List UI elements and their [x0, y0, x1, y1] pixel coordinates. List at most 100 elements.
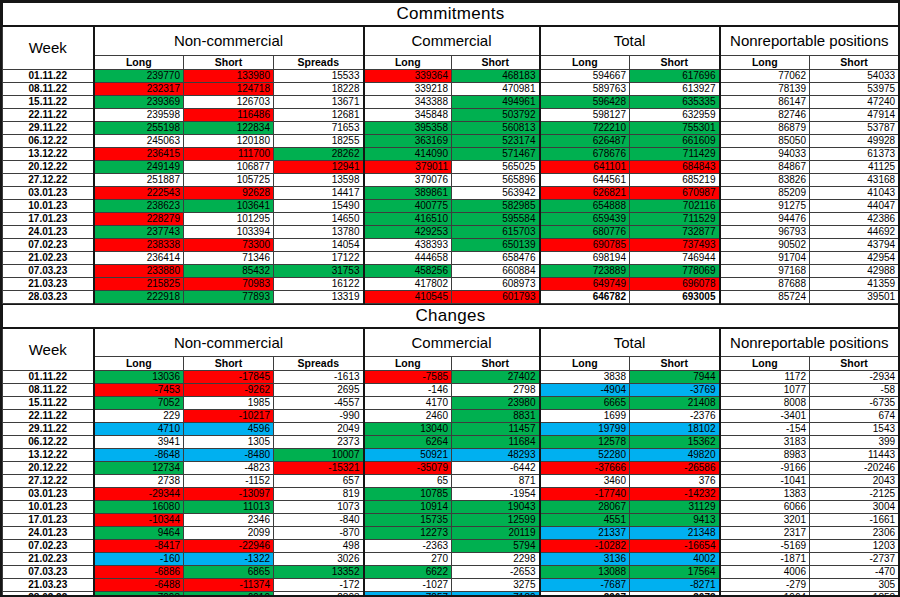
- value-cell: 229: [94, 410, 184, 423]
- value-cell: 702116: [630, 199, 720, 212]
- value-cell: -15321: [274, 462, 364, 475]
- value-cell: 50921: [364, 449, 452, 462]
- value-cell: 2695: [274, 384, 364, 397]
- value-cell: 632959: [630, 108, 720, 121]
- value-cell: 20119: [452, 527, 540, 540]
- value-cell: 3460: [540, 475, 630, 488]
- value-cell: 232317: [94, 82, 184, 95]
- value-cell: -1954: [452, 488, 540, 501]
- value-cell: 12273: [364, 527, 452, 540]
- value-cell: 11684: [452, 436, 540, 449]
- value-cell: -7687: [540, 579, 630, 592]
- value-cell: 680776: [540, 225, 630, 238]
- value-cell: 215825: [94, 277, 184, 290]
- table-row: 27.12.222738-1152657658713460376-1041204…: [3, 475, 899, 488]
- value-cell: 470981: [452, 82, 540, 95]
- value-cell: 376: [630, 475, 720, 488]
- table-row: 20.12.2224914910687712941379011565025641…: [3, 160, 899, 173]
- value-cell: 7944: [630, 371, 720, 384]
- value-cell: 693005: [630, 290, 720, 303]
- value-cell: 9464: [94, 527, 184, 540]
- value-cell: 12681: [274, 108, 364, 121]
- table-row: 13.12.22-8648-84801000750921482935228049…: [3, 449, 899, 462]
- value-cell: 601793: [452, 290, 540, 303]
- value-cell: -20246: [810, 462, 899, 475]
- column-header: Spreads: [274, 55, 364, 69]
- value-cell: 106877: [184, 160, 274, 173]
- value-cell: 12578: [540, 436, 630, 449]
- value-cell: 660884: [452, 264, 540, 277]
- value-cell: 42386: [810, 212, 899, 225]
- value-cell: 339364: [364, 69, 452, 82]
- table-row: 17.01.2322827910129514650416510595584659…: [3, 212, 899, 225]
- table-row: 15.11.2223936912670313671343388494961596…: [3, 95, 899, 108]
- value-cell: -1871: [720, 553, 810, 566]
- value-cell: 649749: [540, 277, 630, 290]
- value-cell: 698194: [540, 251, 630, 264]
- column-header: Short: [810, 357, 899, 371]
- table-row: 03.01.23-29344-1309781910785-1954-17740-…: [3, 488, 899, 501]
- group-header: Nonreportable positions: [720, 328, 899, 357]
- value-cell: -5169: [720, 540, 810, 553]
- value-cell: -1027: [364, 579, 452, 592]
- value-cell: 47240: [810, 95, 899, 108]
- value-cell: -6886: [94, 566, 184, 579]
- value-cell: -870: [274, 527, 364, 540]
- table-row: 29.11.2225519812283471653395358560813722…: [3, 121, 899, 134]
- week-cell: 28.03.23: [3, 290, 94, 303]
- section-title: Changes: [3, 304, 899, 328]
- value-cell: -29344: [94, 488, 184, 501]
- value-cell: 101295: [184, 212, 274, 225]
- value-cell: 15533: [274, 69, 364, 82]
- value-cell: 16080: [94, 501, 184, 514]
- value-cell: 41359: [810, 277, 899, 290]
- value-cell: 270: [364, 553, 452, 566]
- column-header: Short: [630, 55, 720, 69]
- value-cell: -1661: [810, 514, 899, 527]
- value-cell: 71653: [274, 121, 364, 134]
- value-cell: 85209: [720, 186, 810, 199]
- table-row: 15.11.2270521985-45574170239806665214088…: [3, 397, 899, 410]
- value-cell: 10914: [364, 501, 452, 514]
- value-cell: 13780: [274, 225, 364, 238]
- week-cell: 28.03.23: [3, 592, 94, 597]
- value-cell: 41043: [810, 186, 899, 199]
- value-cell: 21408: [630, 397, 720, 410]
- value-cell: 732877: [630, 225, 720, 238]
- value-cell: 737493: [630, 238, 720, 251]
- value-cell: 711429: [630, 147, 720, 160]
- value-cell: 237743: [94, 225, 184, 238]
- value-cell: -8271: [630, 579, 720, 592]
- week-cell: 21.02.23: [3, 251, 94, 264]
- value-cell: -17845: [184, 371, 274, 384]
- value-cell: 86879: [720, 121, 810, 134]
- table-row: 10.01.2316080110131073109141904328067311…: [3, 501, 899, 514]
- value-cell: 133980: [184, 69, 274, 82]
- value-cell: -14232: [630, 488, 720, 501]
- value-cell: 2738: [94, 475, 184, 488]
- value-cell: 228279: [94, 212, 184, 225]
- value-cell: 595584: [452, 212, 540, 225]
- value-cell: 571467: [452, 147, 540, 160]
- value-cell: 77062: [720, 69, 810, 82]
- week-cell: 20.12.22: [3, 160, 94, 173]
- value-cell: -6735: [810, 397, 899, 410]
- group-header: Commercial: [364, 328, 540, 357]
- value-cell: 416510: [364, 212, 452, 225]
- value-cell: 16122: [274, 277, 364, 290]
- value-cell: 17122: [274, 251, 364, 264]
- column-header: Long: [540, 55, 630, 69]
- value-cell: 122834: [184, 121, 274, 134]
- value-cell: 1543: [810, 423, 899, 436]
- week-cell: 03.01.23: [3, 488, 94, 501]
- value-cell: 2460: [364, 410, 452, 423]
- value-cell: 238338: [94, 238, 184, 251]
- section-title: Commitments: [3, 3, 899, 27]
- value-cell: -2125: [810, 488, 899, 501]
- value-cell: 468183: [452, 69, 540, 82]
- column-header: Long: [540, 357, 630, 371]
- value-cell: 2043: [810, 475, 899, 488]
- value-cell: -1613: [274, 371, 364, 384]
- value-cell: 414090: [364, 147, 452, 160]
- value-cell: 8008: [720, 397, 810, 410]
